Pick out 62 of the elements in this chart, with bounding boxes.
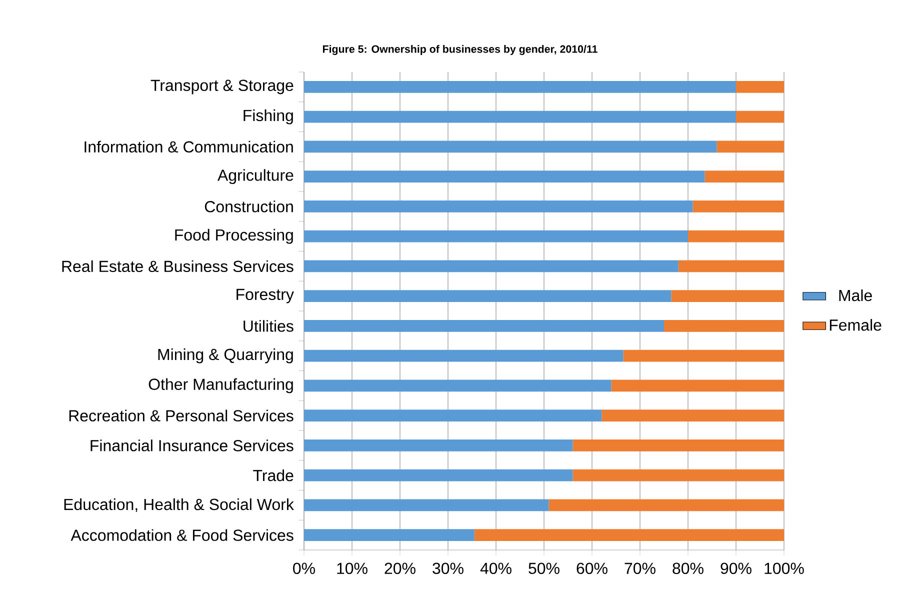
bar xyxy=(548,499,784,512)
legend-label: Female xyxy=(830,319,882,331)
x-tick-label: 10% xyxy=(337,562,368,574)
bar xyxy=(704,170,784,183)
bar xyxy=(304,439,573,452)
bar xyxy=(611,380,784,392)
y-tick-label: Agriculture xyxy=(218,169,294,184)
bar xyxy=(304,260,678,272)
bar xyxy=(304,290,672,302)
y-tick-label: Construction xyxy=(204,200,293,212)
bar xyxy=(688,230,784,242)
y-tick-label: Information & Communication xyxy=(84,140,293,153)
bar xyxy=(678,260,784,272)
y-tick-label: Other Manufacturing xyxy=(148,378,293,394)
y-tick-label: Fishing xyxy=(244,109,293,124)
x-tick-label: 50% xyxy=(528,562,560,574)
bar xyxy=(304,350,624,362)
bar xyxy=(304,380,612,392)
y-tick-label: Financial Insurance Services xyxy=(90,440,294,452)
bar xyxy=(736,110,784,123)
x-tick-label: 100% xyxy=(764,562,804,574)
bar xyxy=(304,110,736,123)
x-tick-label: 60% xyxy=(576,562,608,574)
x-tick-label: 90% xyxy=(720,562,752,574)
bar xyxy=(572,469,784,482)
bar xyxy=(304,529,474,542)
bar xyxy=(304,140,717,153)
bar xyxy=(671,290,784,302)
bar xyxy=(304,499,549,512)
x-tick-label: 40% xyxy=(480,562,512,574)
y-tick-label: Recreation & Personal Services xyxy=(69,410,294,422)
bar xyxy=(304,170,705,183)
bar xyxy=(692,200,784,212)
y-tick-label: Transport & Storage xyxy=(150,80,294,94)
bar xyxy=(623,350,784,362)
y-tick-label: Accomodation & Food Services xyxy=(70,529,294,541)
x-tick-label: 20% xyxy=(384,562,416,574)
y-tick-label: Food Processing xyxy=(175,228,293,244)
chart-title: Figure 5: Ownership of businesses by gender, 2010/11 xyxy=(322,44,598,55)
bar xyxy=(716,140,784,153)
y-tick-label: Real Estate & Business Services xyxy=(62,260,294,272)
y-tick-label: Mining & Quarrying xyxy=(158,348,293,364)
x-tick-label: 70% xyxy=(624,562,656,574)
bar xyxy=(572,439,784,452)
bar xyxy=(304,230,688,242)
bar xyxy=(602,410,784,422)
bar xyxy=(304,469,573,482)
bar xyxy=(304,80,736,93)
y-tick-label: Utilities xyxy=(244,320,294,332)
bar xyxy=(304,320,664,332)
x-tick-label: 0% xyxy=(293,562,315,574)
bar xyxy=(736,80,784,93)
legend-label: Male xyxy=(839,289,872,302)
bar xyxy=(664,320,784,332)
bar xyxy=(474,529,784,542)
y-tick-label: Trade xyxy=(253,469,294,482)
x-tick-label: 30% xyxy=(432,562,464,574)
y-tick-label: Education, Health & Social Work xyxy=(64,498,294,512)
bar xyxy=(304,200,693,212)
x-tick-label: 80% xyxy=(672,562,704,574)
bar xyxy=(304,410,602,422)
y-tick-label: Forestry xyxy=(236,288,294,304)
